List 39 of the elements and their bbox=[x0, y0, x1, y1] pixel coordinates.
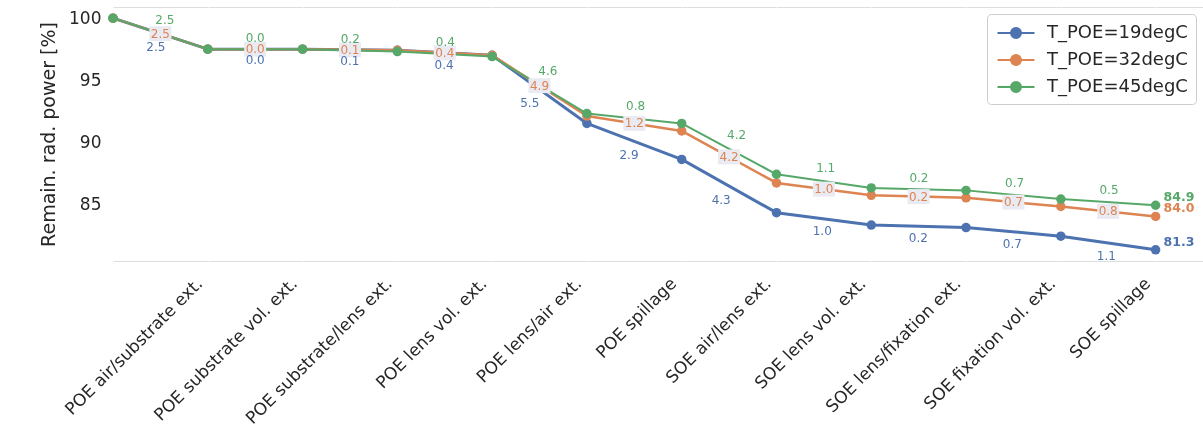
annotation: 4.2 bbox=[727, 127, 747, 142]
annotation: 2.9 bbox=[619, 148, 639, 163]
annotation: 4.9 bbox=[529, 78, 550, 93]
y-axis-title: Remain. rad. power [%] bbox=[37, 22, 60, 247]
legend-label: T_POE=45degC bbox=[1046, 75, 1188, 97]
annotation: 4.2 bbox=[719, 149, 739, 164]
annotation: 0.1 bbox=[340, 54, 360, 69]
annotation: 1.1 bbox=[816, 161, 836, 176]
y-tick-label: 100 bbox=[69, 7, 102, 28]
annotation: 0.2 bbox=[909, 189, 929, 204]
annotation: 0.5 bbox=[1099, 183, 1119, 198]
annotation: 4.6 bbox=[538, 64, 558, 79]
annotation: 2.5 bbox=[150, 26, 170, 41]
annotation: 0.4 bbox=[435, 45, 455, 60]
annotation: 0.7 bbox=[1003, 195, 1023, 210]
y-tick-label: 95 bbox=[79, 69, 102, 90]
annotation: 0.1 bbox=[340, 42, 360, 57]
annotation: 1.2 bbox=[624, 116, 644, 131]
y-tick-label: 90 bbox=[79, 131, 102, 152]
annotation: 5.5 bbox=[520, 96, 540, 111]
annotation: 0.7 bbox=[1005, 175, 1025, 190]
data-label: 84.0 bbox=[1163, 200, 1195, 216]
annotation: 0.8 bbox=[626, 99, 646, 114]
annotation: 1.1 bbox=[1096, 248, 1116, 263]
annotation: 0.7 bbox=[1002, 237, 1022, 252]
annotation: 1.0 bbox=[812, 224, 832, 239]
annotation: 0.2 bbox=[908, 230, 928, 245]
legend-label: T_POE=19degC bbox=[1046, 21, 1188, 43]
legend-label: T_POE=32degC bbox=[1046, 48, 1188, 70]
annotation: 0.2 bbox=[909, 170, 929, 185]
data-label: 81.3 bbox=[1163, 233, 1195, 249]
annotation: 0.4 bbox=[434, 57, 454, 72]
annotation: 4.3 bbox=[711, 193, 731, 208]
annotation: 0.0 bbox=[245, 30, 265, 45]
annotation: 2.5 bbox=[155, 12, 175, 27]
annotation: 1.0 bbox=[814, 182, 834, 197]
annotation: 0.8 bbox=[1098, 204, 1118, 219]
annotation: 2.5 bbox=[146, 40, 166, 55]
y-tick-label: 85 bbox=[79, 193, 102, 214]
